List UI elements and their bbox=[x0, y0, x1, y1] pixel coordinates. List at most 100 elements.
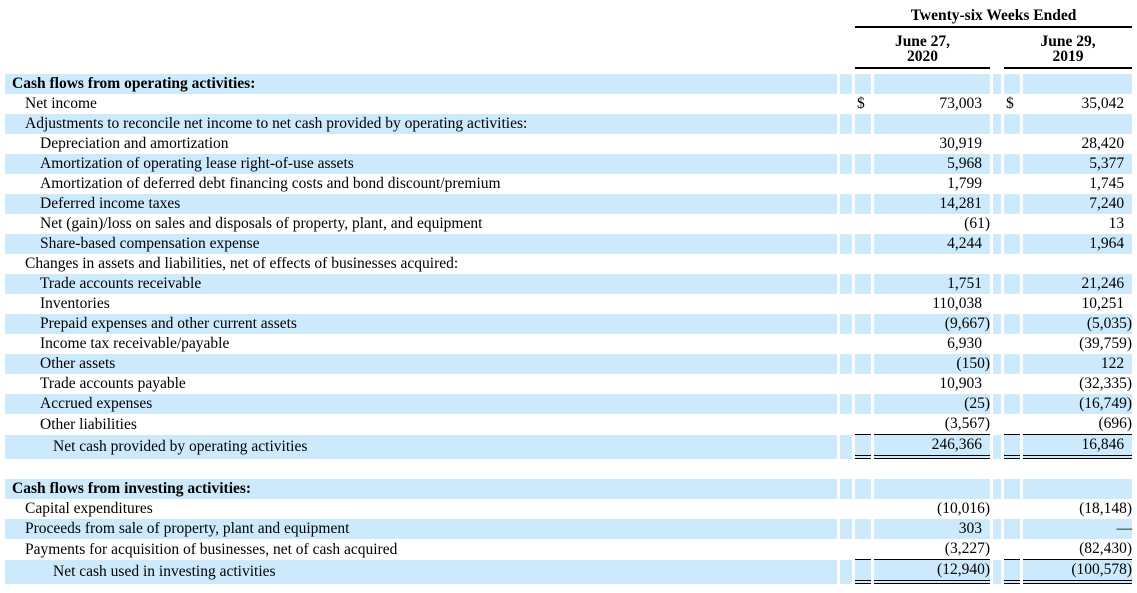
value-cell-2019: — bbox=[1023, 519, 1133, 539]
currency-cell-2020 bbox=[855, 374, 871, 394]
currency-cell-2020 bbox=[855, 414, 871, 435]
currency-cell-2020 bbox=[855, 539, 871, 560]
date-header-row: June 27, 2020 June 29, 2019 bbox=[5, 28, 1133, 69]
table-row: Amortization of deferred debt financing … bbox=[5, 174, 1132, 194]
table-row: Other liabilities (3,567) (696) bbox=[5, 414, 1133, 435]
value-cell-2020: 10,903 bbox=[939, 375, 982, 392]
table-row: Share-based compensation expense 4,244 1… bbox=[5, 234, 1133, 254]
row-label: Other liabilities bbox=[40, 415, 137, 433]
currency-cell-2020: $ bbox=[857, 95, 865, 112]
table-row: Inventories 110,038 10,251 bbox=[5, 294, 1132, 314]
spacer-cell bbox=[840, 435, 852, 459]
table-row: Proceeds from sale of property, plant an… bbox=[5, 519, 1133, 539]
spacer-cell bbox=[840, 234, 852, 254]
value-cell-2019: (82,430) bbox=[1023, 539, 1133, 560]
value-cell-2019 bbox=[1023, 459, 1132, 479]
table-row bbox=[5, 459, 1132, 479]
spacer-cell bbox=[840, 194, 852, 214]
spacer-cell bbox=[993, 414, 1001, 435]
table-row: Payments for acquisition of businesses, … bbox=[5, 539, 1133, 560]
currency-cell-2019 bbox=[1004, 154, 1020, 174]
cash-flow-statement-table: Twenty-six Weeks Ended June 27, 2020 Jun… bbox=[2, 4, 1135, 584]
empty-cell bbox=[840, 28, 852, 69]
currency-cell-2020 bbox=[855, 334, 871, 354]
value-cell-2019: 1,964 bbox=[1023, 234, 1133, 254]
table-row: Deferred income taxes 14,281 7,240 bbox=[5, 194, 1133, 214]
currency-cell-2019 bbox=[1004, 560, 1020, 584]
row-label: Payments for acquisition of businesses, … bbox=[25, 540, 398, 558]
table-row: Net cash provided by operating activitie… bbox=[5, 435, 1133, 459]
spacer-cell bbox=[993, 479, 1001, 499]
value-cell-2019: 35,042 bbox=[1081, 95, 1125, 112]
empty-cell bbox=[5, 28, 837, 69]
spacer-cell bbox=[993, 354, 1001, 374]
currency-cell-2019 bbox=[1004, 539, 1020, 560]
value-cell-2020: (3,567) bbox=[874, 414, 990, 435]
spacer-cell bbox=[840, 539, 852, 560]
value-cell-2019: (696) bbox=[1023, 414, 1133, 435]
spacer-cell bbox=[840, 459, 852, 479]
row-label: Accrued expenses bbox=[5, 394, 837, 414]
value-cell-2019: (100,578) bbox=[1023, 560, 1133, 584]
spacer-cell bbox=[993, 394, 1001, 414]
spacer-cell bbox=[840, 479, 852, 499]
value-cell-2020 bbox=[874, 74, 990, 94]
currency-cell-2019 bbox=[1004, 254, 1020, 274]
currency-cell-2019 bbox=[1004, 519, 1020, 539]
currency-cell-2020 bbox=[855, 314, 871, 334]
value-cell-2019: 28,420 bbox=[1081, 135, 1125, 152]
column-header-2020: June 27, 2020 bbox=[855, 28, 990, 69]
spacer-cell bbox=[993, 214, 1001, 234]
value-cell-2019 bbox=[1023, 74, 1133, 94]
row-label: Share-based compensation expense bbox=[5, 234, 837, 254]
currency-cell-2019 bbox=[1004, 134, 1020, 154]
row-label: Other assets bbox=[5, 354, 837, 374]
currency-cell-2019 bbox=[1004, 294, 1020, 314]
value-cell-2020: 246,366 bbox=[874, 435, 990, 459]
table-row: Trade accounts receivable 1,751 21,246 bbox=[5, 274, 1133, 294]
value-cell-2019: 16,846 bbox=[1023, 435, 1133, 459]
currency-cell-2020 bbox=[855, 499, 871, 519]
table-row: Net (gain)/loss on sales and disposals o… bbox=[5, 214, 1132, 234]
spacer-cell bbox=[840, 154, 852, 174]
table-row: Trade accounts payable 10,903 (32,335) bbox=[5, 374, 1132, 394]
table-body: Cash flows from operating activities: Ne… bbox=[5, 74, 1133, 584]
currency-cell-2019 bbox=[1004, 479, 1020, 499]
spacer-cell bbox=[840, 560, 852, 584]
table-row: Net cash used in investing activities (1… bbox=[5, 560, 1133, 584]
value-cell-2020 bbox=[874, 254, 990, 274]
currency-cell-2020 bbox=[855, 354, 871, 374]
value-cell-2019: 13 bbox=[1108, 215, 1125, 232]
table-row: Net income $ 73,003 $ 35,042 bbox=[5, 94, 1132, 114]
spacer-cell bbox=[993, 154, 1001, 174]
currency-cell-2019 bbox=[1004, 414, 1020, 435]
table-row: Amortization of operating lease right-of… bbox=[5, 154, 1133, 174]
spacer-cell bbox=[993, 499, 1001, 519]
currency-cell-2019 bbox=[1004, 274, 1020, 294]
row-label: Income tax receivable/payable bbox=[40, 335, 230, 352]
currency-cell-2020 bbox=[855, 394, 871, 414]
value-cell-2019: (32,335) bbox=[1079, 375, 1133, 392]
table-row: Cash flows from operating activities: bbox=[5, 74, 1133, 94]
spacer-cell bbox=[993, 519, 1001, 539]
currency-cell-2019 bbox=[1004, 74, 1020, 94]
value-cell-2020 bbox=[874, 114, 990, 134]
currency-cell-2019 bbox=[1004, 114, 1020, 134]
currency-cell-2019 bbox=[1004, 354, 1020, 374]
spacer-cell bbox=[840, 334, 852, 354]
row-label: Cash flows from operating activities: bbox=[5, 74, 837, 94]
value-cell-2019 bbox=[1023, 479, 1133, 499]
currency-cell-2020 bbox=[855, 74, 871, 94]
row-label: Inventories bbox=[40, 295, 110, 312]
currency-cell-2019 bbox=[1004, 459, 1020, 479]
spacer-cell bbox=[840, 394, 852, 414]
period-header-row: Twenty-six Weeks Ended bbox=[5, 4, 1133, 28]
spacer-cell bbox=[840, 74, 852, 94]
spacer-cell bbox=[993, 234, 1001, 254]
table-header: Twenty-six Weeks Ended June 27, 2020 Jun… bbox=[5, 4, 1133, 74]
row-label: Capital expenditures bbox=[25, 500, 153, 517]
row-label: Proceeds from sale of property, plant an… bbox=[5, 519, 837, 539]
spacer-cell bbox=[993, 194, 1001, 214]
currency-cell-2019 bbox=[1004, 435, 1020, 459]
value-cell-2020: (12,940) bbox=[874, 560, 990, 584]
